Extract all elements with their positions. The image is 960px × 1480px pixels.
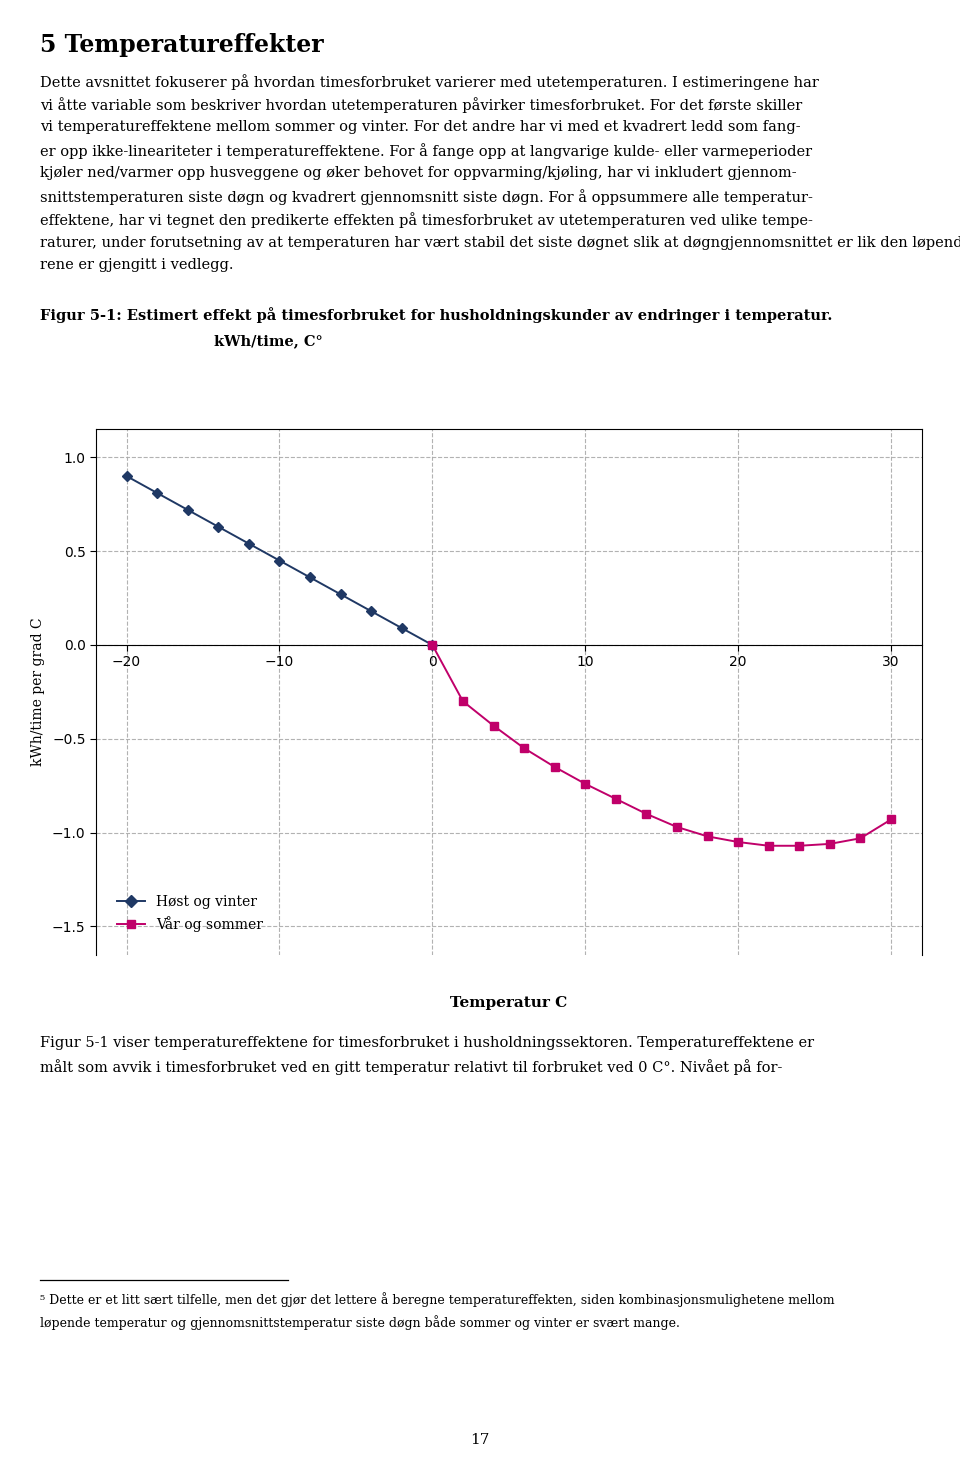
Text: er opp ikke-lineariteter i temperatureffektene. For å fange opp at langvarige ku: er opp ikke-lineariteter i temperatureff… (40, 142, 812, 158)
Text: løpende temperatur og gjennomsnittstemperatur siste døgn både sommer og vinter e: løpende temperatur og gjennomsnittstempe… (40, 1314, 681, 1331)
Text: rene er gjengitt i vedlegg.: rene er gjengitt i vedlegg. (40, 258, 234, 271)
Y-axis label: kWh/time per grad C: kWh/time per grad C (31, 617, 45, 767)
Legend: Høst og vinter, Vår og sommer: Høst og vinter, Vår og sommer (111, 889, 268, 937)
Text: målt som avvik i timesforbruket ved en gitt temperatur relativt til forbruket ve: målt som avvik i timesforbruket ved en g… (40, 1060, 782, 1074)
Text: raturer, under forutsetning av at temperaturen har vært stabil det siste døgnet : raturer, under forutsetning av at temper… (40, 235, 960, 250)
Text: Dette avsnittet fokuserer på hvordan timesforbruket varierer med utetemperaturen: Dette avsnittet fokuserer på hvordan tim… (40, 74, 819, 90)
Text: Figur 5-1: Estimert effekt på timesforbruket for husholdningskunder av endringer: Figur 5-1: Estimert effekt på timesforbr… (40, 308, 832, 323)
Text: 17: 17 (470, 1434, 490, 1447)
Text: ⁵ Dette er et litt sært tilfelle, men det gjør det lettere å beregne temperature: ⁵ Dette er et litt sært tilfelle, men de… (40, 1292, 835, 1307)
Text: Temperatur C: Temperatur C (450, 996, 567, 1009)
Text: 5 Temperatureffekter: 5 Temperatureffekter (40, 33, 324, 56)
Text: kjøler ned/varmer opp husveggene og øker behovet for oppvarming/kjøling, har vi : kjøler ned/varmer opp husveggene og øker… (40, 166, 797, 179)
Text: vi åtte variable som beskriver hvordan utetemperaturen påvirker timesforbruket. : vi åtte variable som beskriver hvordan u… (40, 98, 803, 112)
Text: kWh/time, C°: kWh/time, C° (214, 333, 324, 348)
Text: snittstemperaturen siste døgn og kvadrert gjennomsnitt siste døgn. For å oppsumm: snittstemperaturen siste døgn og kvadrer… (40, 188, 813, 204)
Text: effektene, har vi tegnet den predikerte effekten på timesforbruket av utetempera: effektene, har vi tegnet den predikerte … (40, 212, 813, 228)
Text: Figur 5-1 viser temperatureffektene for timesforbruket i husholdningssektoren. T: Figur 5-1 viser temperatureffektene for … (40, 1036, 814, 1049)
Text: vi temperatureffektene mellom sommer og vinter. For det andre har vi med et kvad: vi temperatureffektene mellom sommer og … (40, 120, 801, 133)
